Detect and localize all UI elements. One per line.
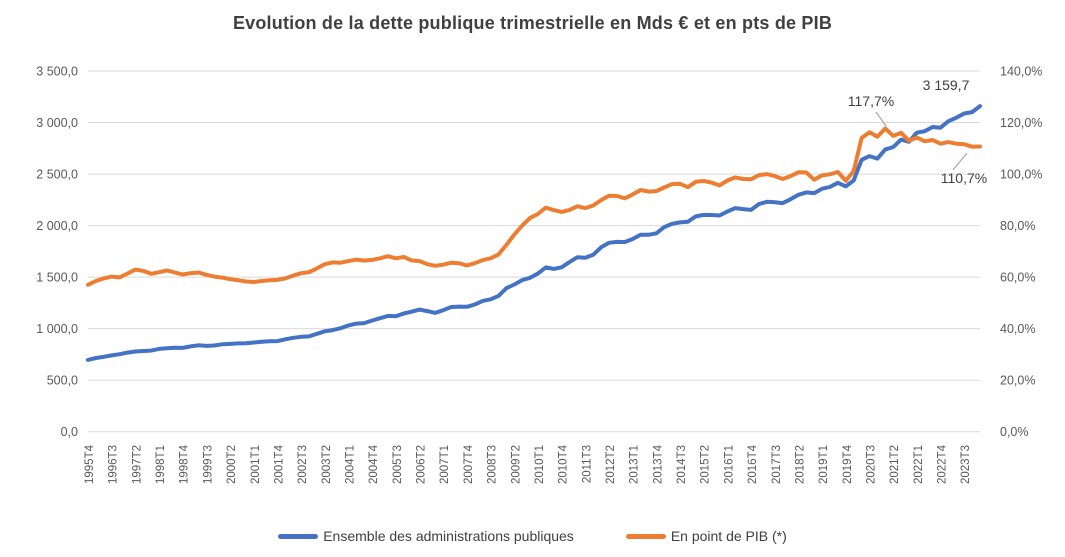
x-axis-label: 2014T3 <box>676 445 688 484</box>
x-axis-label: 2003T2 <box>321 445 333 484</box>
x-axis-label: 2004T4 <box>368 444 380 484</box>
series-line-pib <box>86 126 982 287</box>
y-axis-label-left: 2 500,0 <box>36 168 78 182</box>
x-axis-label: 2006T2 <box>416 445 428 484</box>
x-axis-label: 2001T1 <box>250 445 262 484</box>
x-axis-label: 2013T1 <box>629 445 641 484</box>
x-axis-label: 2011T3 <box>581 445 593 483</box>
legend-line-pib-swatch-icon <box>625 533 666 539</box>
x-axis-label: 2023T3 <box>960 445 972 484</box>
x-axis-label: 2022T4 <box>937 444 949 484</box>
x-axis-label: 2022T1 <box>913 445 925 484</box>
x-axis-label: 2019T4 <box>842 444 854 484</box>
x-axis-label: 1996T3 <box>108 445 120 484</box>
leader-line-pib-last <box>952 152 968 171</box>
y-axis-label-right: 40,0% <box>1000 322 1035 336</box>
chart-title: Evolution de la dette publique trimestri… <box>232 13 833 33</box>
y-axis-label-right: 0,0% <box>1000 425 1029 439</box>
series-line-debt <box>86 104 982 362</box>
x-axis-label: 2019T1 <box>818 445 830 484</box>
x-axis-label: 2008T3 <box>487 445 499 484</box>
y-axis-label-left: 3 500,0 <box>36 65 78 79</box>
x-axis-label: 2009T2 <box>510 445 522 484</box>
x-axis-label: 2020T3 <box>865 445 877 484</box>
x-axis-label: 2002T3 <box>297 445 309 484</box>
x-axis-label: 2016T4 <box>747 444 759 484</box>
legend-label-pib: En point de PIB (*) <box>670 528 787 544</box>
x-axis-label: 1999T3 <box>202 445 214 484</box>
x-axis-label: 2012T2 <box>605 445 617 484</box>
annotation-pib-last: 110,7% <box>940 170 988 186</box>
x-axis-label: 1995T4 <box>84 444 96 484</box>
legend-item-debt: Ensemble des administrations publiques <box>278 528 574 544</box>
y-axis-label-left: 1 500,0 <box>36 271 78 285</box>
x-axis-label: 1998T4 <box>179 444 191 484</box>
x-axis-label: 2021T2 <box>889 445 901 484</box>
x-axis-label: 2007T4 <box>463 444 475 484</box>
x-axis-label: 2007T1 <box>439 445 451 484</box>
y-axis-label-right: 100,0% <box>1000 168 1042 182</box>
x-axis-label: 2017T3 <box>771 445 783 484</box>
y-axis-label-left: 3 000,0 <box>36 116 78 130</box>
legend-item-pib: En point de PIB (*) <box>625 528 787 544</box>
x-axis-label: 2013T4 <box>652 444 664 484</box>
x-axis-label: 2016T1 <box>723 445 735 484</box>
x-axis-label: 2010T1 <box>534 445 546 484</box>
y-axis-label-right: 20,0% <box>1000 374 1035 388</box>
x-axis-label: 2015T2 <box>700 445 712 484</box>
x-axis-label: 2005T3 <box>392 445 404 484</box>
legend-line-debt-swatch-icon <box>278 533 319 539</box>
x-axis-label: 2018T2 <box>794 445 806 484</box>
y-axis-label-left: 2 000,0 <box>36 219 78 233</box>
y-axis-label-left: 0,0 <box>61 425 78 439</box>
annotation-pib-peak: 117,7% <box>847 93 895 109</box>
leader-line-pib-peak <box>875 111 887 127</box>
legend-label-debt: Ensemble des administrations publiques <box>323 528 574 544</box>
annotation-debt-last: 3 159,7 <box>922 77 970 93</box>
y-axis-label-right: 120,0% <box>1000 116 1042 130</box>
y-axis-label-left: 500,0 <box>47 374 78 388</box>
x-axis-label: 2001T4 <box>273 444 285 484</box>
y-axis-label-right: 140,0% <box>1000 65 1042 79</box>
x-axis-label: 2004T1 <box>344 445 356 484</box>
y-axis-label-right: 80,0% <box>1000 219 1035 233</box>
x-axis-label: 1997T2 <box>131 445 143 484</box>
y-axis-label-right: 60,0% <box>1000 271 1035 285</box>
y-axis-label-left: 1 000,0 <box>36 322 78 336</box>
x-axis-label: 1998T1 <box>155 445 167 484</box>
x-axis-label: 2010T4 <box>558 444 570 484</box>
chart-legend: Ensemble des administrations publiques E… <box>0 528 1065 544</box>
x-axis-label: 2000T2 <box>226 445 238 484</box>
